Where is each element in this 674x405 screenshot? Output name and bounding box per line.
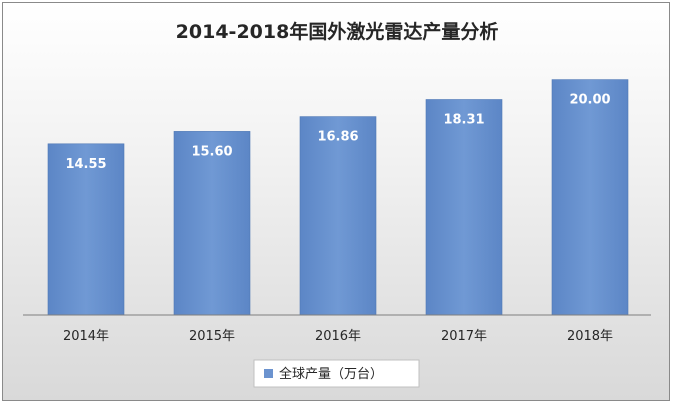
data-label: 16.86	[317, 130, 358, 145]
data-label: 14.55	[65, 157, 106, 172]
legend-box	[253, 359, 420, 388]
chart-area: 2014-2018年国外激光雷达产量分析 14.55 15.60 16.86 18.3…	[2, 2, 670, 401]
x-tick-label: 2015年	[189, 329, 235, 344]
x-tick-label: 2017年	[441, 329, 487, 344]
bar-2016年	[299, 116, 377, 316]
bar-2014年	[47, 143, 125, 316]
bars-layer: 14.55 15.60 16.86 18.31 20.00	[47, 79, 629, 316]
bar-2018年	[551, 79, 629, 316]
x-tick-label: 2014年	[63, 329, 109, 344]
bar-2017年	[425, 99, 503, 316]
x-tick-label: 2018年	[567, 329, 613, 344]
chart-title: 2014-2018年国外激光雷达产量分析	[176, 20, 499, 43]
legend: 全球产量（万台）	[253, 359, 420, 388]
x-tick-label: 2016年	[315, 329, 361, 344]
legend-label: 全球产量（万台）	[279, 366, 383, 382]
data-label: 18.31	[443, 113, 484, 128]
data-label: 15.60	[191, 144, 232, 159]
data-label: 20.00	[569, 93, 610, 108]
bar-2015年	[173, 131, 251, 316]
legend-swatch	[264, 369, 273, 378]
bar-chart: 2014-2018年国外激光雷达产量分析 14.55 15.60 16.86 18.3…	[23, 20, 651, 388]
x-axis-tick-labels: 2014年 2015年 2016年 2017年 2018年	[63, 329, 613, 344]
